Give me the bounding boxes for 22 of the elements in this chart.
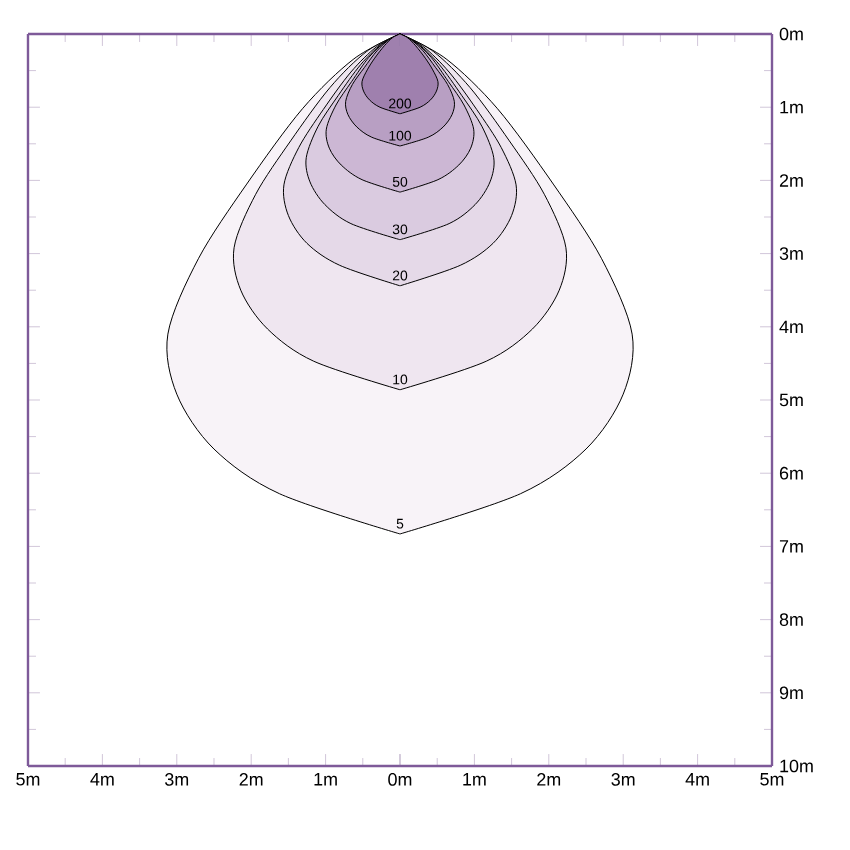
x-tick-label: 1m (314, 773, 337, 786)
x-tick-label: 3m (165, 773, 189, 786)
y-tick-label: 3m (779, 247, 803, 260)
x-tick-label: 5m (760, 773, 784, 786)
x-tick-label: 4m (685, 773, 709, 786)
y-tick-label: 1m (780, 101, 803, 114)
x-tick-label: 5m (16, 773, 40, 786)
y-tick-label: 7m (779, 540, 803, 553)
y-tick-label: 8m (779, 613, 803, 626)
y-tick-label: 0m (779, 27, 803, 41)
x-tick-label: 2m (537, 773, 561, 786)
y-tick-label: 4m (779, 320, 803, 333)
x-tick-label: 4m (90, 773, 114, 786)
x-tick-label: 2m (239, 773, 263, 786)
y-tick-label: 10m (780, 759, 813, 773)
x-tick-label: 1m (463, 773, 486, 786)
x-tick-label: 0m (388, 773, 412, 786)
y-tick-label: 6m (779, 466, 803, 480)
x-tick-label: 3m (611, 773, 635, 786)
y-tick-label: 2m (779, 174, 803, 187)
y-tick-label: 9m (779, 686, 803, 700)
y-tick-label: 5m (779, 393, 803, 407)
